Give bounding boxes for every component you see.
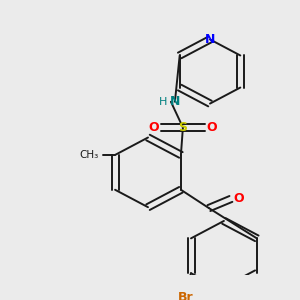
Text: N: N: [205, 33, 215, 46]
Text: Br: Br: [178, 290, 194, 300]
Text: H: H: [159, 97, 167, 107]
Text: O: O: [234, 192, 244, 206]
Text: CH₃: CH₃: [80, 150, 99, 160]
Text: N: N: [170, 95, 180, 108]
Text: O: O: [207, 121, 217, 134]
Text: O: O: [148, 121, 159, 134]
Text: S: S: [178, 121, 188, 134]
